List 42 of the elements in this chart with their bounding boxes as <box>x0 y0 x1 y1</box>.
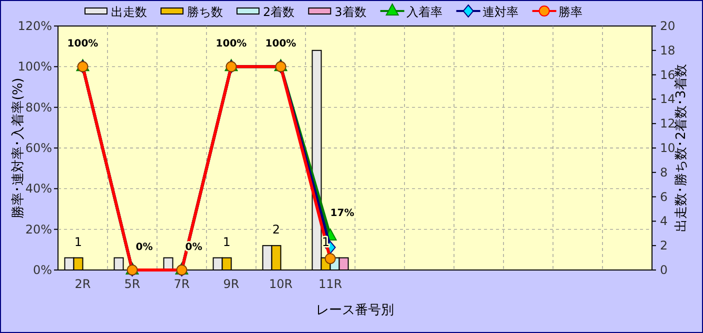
y-tick-label: 20% <box>25 222 52 236</box>
y2-tick-label: 16 <box>660 68 676 82</box>
x-axis-title: レース番号別 <box>316 303 394 318</box>
y-tick-label: 100% <box>18 60 52 74</box>
data-label: 2 <box>272 222 280 237</box>
y2-tick-label: 18 <box>660 43 676 58</box>
y2-axis-title: 出走数･勝ち数･2着数･3着数 <box>673 64 689 232</box>
legend-label: 入着率 <box>406 5 442 19</box>
legend-label: 出走数 <box>111 5 147 19</box>
y2-tick-label: 20 <box>660 19 676 33</box>
y-tick-label: 80% <box>25 100 52 114</box>
data-label: 100% <box>265 38 296 50</box>
data-label: 100% <box>216 38 247 50</box>
y2-tick-label: 10 <box>660 141 676 155</box>
legend-label: 勝率 <box>558 5 582 19</box>
y2-tick-label: 8 <box>660 165 668 180</box>
y-tick-label: 0% <box>32 263 52 277</box>
y2-tick-label: 6 <box>660 190 668 204</box>
y-tick-label: 40% <box>25 182 52 196</box>
legend-label: 連対率 <box>482 5 518 19</box>
legend-label: 勝ち数 <box>187 5 223 19</box>
x-tick-label: 10R <box>268 277 293 291</box>
y2-tick-label: 12 <box>660 116 676 131</box>
y2-tick-label: 4 <box>660 214 668 228</box>
y2-tick-label: 2 <box>660 238 668 253</box>
data-label: 0% <box>136 242 153 253</box>
y-tick-label: 60% <box>25 141 52 155</box>
x-tick-label: 7R <box>174 277 190 291</box>
data-label: 1 <box>222 234 231 249</box>
y2-tick-label: 0 <box>660 263 668 277</box>
data-label: 100% <box>67 38 98 50</box>
x-tick-label: 5R <box>124 277 140 291</box>
y-axis-title: 勝率･連対率･入着率(%) <box>10 78 26 218</box>
x-tick-label: 11R <box>318 277 342 291</box>
data-label: 17% <box>330 208 354 220</box>
x-tick-label: 9R <box>223 277 240 291</box>
x-tick-label: 2R <box>74 277 91 291</box>
data-label: 1 <box>74 234 82 249</box>
legend-label: 3着数 <box>334 5 366 19</box>
y2-tick-label: 14 <box>660 92 676 106</box>
y-tick-label: 120% <box>18 19 52 33</box>
legend-label: 2着数 <box>263 5 295 19</box>
